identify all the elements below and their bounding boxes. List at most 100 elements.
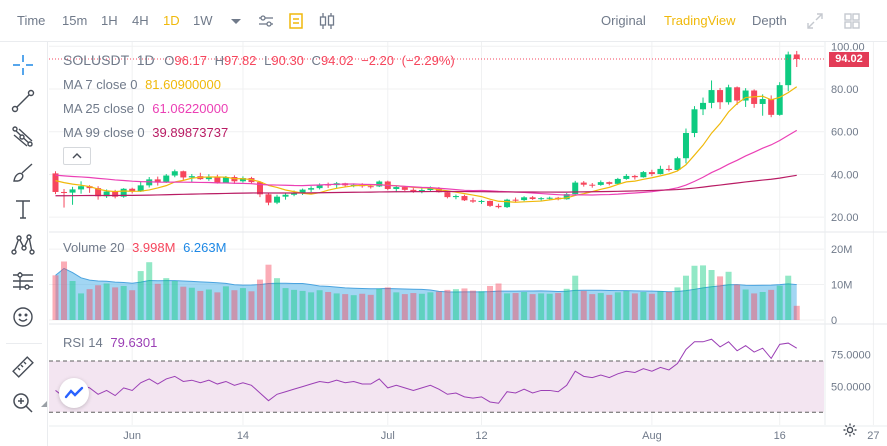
ma7-legend: MA 7 close 0 81.60900000 <box>63 77 225 92</box>
volume-bar <box>86 289 93 320</box>
candle-body <box>367 186 374 188</box>
ma99-line <box>55 174 797 197</box>
emoji-icon[interactable] <box>10 304 36 330</box>
candle-body <box>95 188 102 197</box>
interval-1w[interactable]: 1W <box>193 13 213 28</box>
candle-body <box>657 168 664 175</box>
interval-1d[interactable]: 1D <box>163 13 180 28</box>
candle-body <box>665 168 672 170</box>
ma99-value: 39.89873737 <box>152 125 229 140</box>
view-tradingview[interactable]: TradingView <box>664 13 736 28</box>
brush-icon[interactable] <box>10 160 36 186</box>
chart-settings-gear-icon[interactable] <box>842 422 858 438</box>
volume-bar <box>631 293 638 320</box>
candle-body <box>180 171 187 178</box>
volume-bar <box>163 278 170 320</box>
ruler-icon[interactable] <box>10 354 36 380</box>
change-value: −2.20 <box>361 53 395 68</box>
volume-bar <box>69 281 76 320</box>
volume-bar <box>188 287 195 320</box>
volume-bar <box>776 285 783 320</box>
interval-15m[interactable]: 15m <box>62 13 88 28</box>
measure-tool-icon[interactable] <box>10 268 36 294</box>
interval-1h[interactable]: 1H <box>101 13 118 28</box>
ma25-value: 61.06220000 <box>152 101 229 116</box>
volume-bar <box>580 290 587 320</box>
volume-ma-area <box>55 268 797 320</box>
view-original[interactable]: Original <box>601 13 646 28</box>
zoom-expand-icon[interactable] <box>40 396 48 422</box>
crosshair-icon[interactable] <box>10 52 36 78</box>
volume-bar <box>521 291 528 320</box>
candle-type-icon[interactable] <box>318 11 336 31</box>
candle-body <box>495 205 502 208</box>
candle-body <box>188 176 195 178</box>
candle-body <box>299 189 306 193</box>
candle-body <box>427 188 434 191</box>
volume-bar <box>665 291 672 320</box>
volume-bar <box>589 294 596 320</box>
volume-bar <box>785 275 792 320</box>
volume-bar <box>239 288 246 320</box>
volume-bar <box>597 293 604 320</box>
time-label[interactable]: Time <box>17 13 46 28</box>
candle-body <box>640 172 647 178</box>
volume-legend: Volume 20 3.998M 6.263M <box>63 240 230 255</box>
chart-area[interactable]: 100.00 80.00 60.00 40.00 20.00 Jun 14 Jul 12 Aug 1… <box>49 42 887 446</box>
candle-body <box>78 186 85 190</box>
fullscreen-icon[interactable] <box>806 11 824 31</box>
volume-bar <box>708 270 715 320</box>
text-tool-icon[interactable] <box>10 196 36 222</box>
candle-body <box>623 175 630 179</box>
candle-body <box>478 200 485 202</box>
price-tick-label: 20.00 <box>831 212 859 224</box>
volume-bar <box>256 279 263 320</box>
pattern-tool-icon[interactable] <box>10 232 36 258</box>
volume-bar <box>759 291 766 320</box>
volume-bar <box>359 293 366 320</box>
ma99-label: MA 99 close 0 <box>63 125 145 140</box>
ma7-label: MA 7 close 0 <box>63 77 138 92</box>
candle-body <box>691 109 698 134</box>
candle-body <box>785 54 792 86</box>
settings-sliders-icon[interactable] <box>257 11 275 31</box>
low-value: 90.30 <box>271 53 304 68</box>
interval-4h[interactable]: 4H <box>132 13 149 28</box>
view-depth[interactable]: Depth <box>752 13 787 28</box>
candle-body <box>129 188 136 192</box>
open-label: O <box>164 53 175 68</box>
candle-body <box>120 188 127 197</box>
volume-bar <box>146 262 153 320</box>
more-intervals-dropdown-icon[interactable] <box>229 11 247 31</box>
volume-bar <box>333 293 340 320</box>
trend-line-icon[interactable] <box>10 88 36 114</box>
candle-body <box>52 173 59 192</box>
candle-body <box>529 197 536 200</box>
layout-grid-icon[interactable] <box>843 11 861 31</box>
candle-body <box>793 54 800 60</box>
zoom-in-icon[interactable] <box>10 390 36 416</box>
tradingview-logo[interactable] <box>59 378 89 408</box>
volume-bar <box>350 295 357 320</box>
volume-bar <box>529 294 536 320</box>
candle-body <box>265 194 272 203</box>
candle-body <box>700 102 707 110</box>
toolbar-divider <box>6 343 42 344</box>
volume-bar <box>512 293 519 320</box>
candle-body <box>86 186 93 189</box>
candle-body <box>282 194 289 197</box>
chart-canvas[interactable]: 100.00 80.00 60.00 40.00 20.00 Jun 14 Jul 12 Aug 1… <box>49 42 887 446</box>
ohlc-legend: SOLUSDT 1D O96.17 H97.82 L90.30 C94.02 −… <box>63 52 459 68</box>
volume-bar <box>95 285 102 320</box>
candle-body <box>410 189 417 192</box>
candle-body <box>171 171 178 176</box>
volume-bar <box>674 287 681 320</box>
indicators-icon[interactable] <box>287 11 305 31</box>
fork-tool-icon[interactable] <box>10 124 36 150</box>
candle-body <box>734 87 741 101</box>
collapse-legend-button[interactable] <box>63 147 91 165</box>
volume-bar <box>137 271 144 320</box>
date-tick-label: 12 <box>475 430 487 442</box>
candle-body <box>682 133 689 159</box>
rsi-band-fill <box>49 361 824 413</box>
